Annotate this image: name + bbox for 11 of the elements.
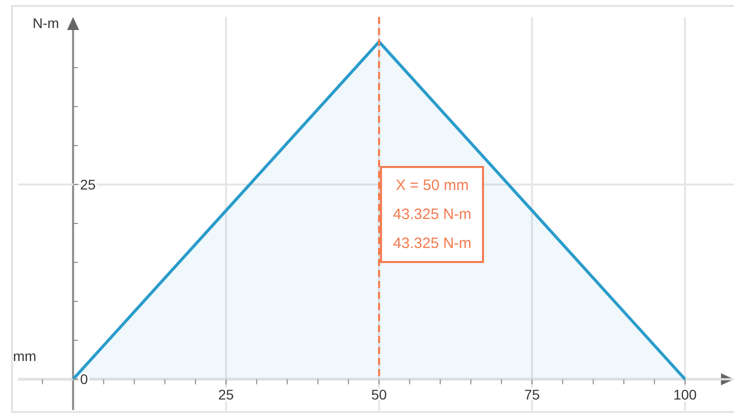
annotation: 43.325 N-m (393, 205, 472, 225)
y-axis-title: N-m (32, 14, 60, 32)
x-tick-label: 100 (673, 386, 697, 402)
y-tick-label: 0 (80, 371, 88, 388)
annotation: X = 50 mm (394, 176, 470, 196)
annotation: 43.325 N-m (393, 234, 472, 254)
x-tick-label: 75 (524, 386, 540, 402)
x-tick-label: 50 (371, 386, 388, 402)
x-axis-title: mm (13, 347, 36, 366)
callout-box: X = 50 mm 43.325 N-m 43.325 N-m (380, 166, 484, 263)
x-tick-label: 25 (218, 386, 234, 402)
